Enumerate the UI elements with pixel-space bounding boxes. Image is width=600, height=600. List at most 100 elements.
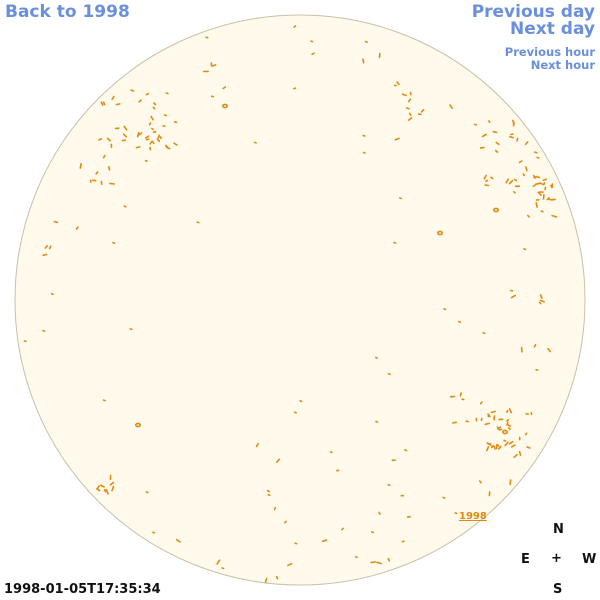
solar-feature-mark (276, 458, 281, 463)
solar-feature-mark (507, 427, 511, 431)
solar-feature-mark (266, 489, 271, 493)
solar-feature-mark (535, 202, 538, 208)
solar-feature-mark (533, 343, 537, 348)
solar-feature-mark (490, 444, 495, 449)
solar-feature-mark (484, 422, 490, 426)
solar-feature-mark (275, 575, 279, 580)
solar-feature-mark (130, 89, 135, 92)
solar-feature-mark (542, 178, 547, 181)
solar-feature-mark (96, 485, 100, 490)
solar-feature-mark (255, 443, 259, 448)
next-day-link[interactable]: Next day (510, 19, 595, 39)
solar-features (23, 25, 558, 583)
solar-feature-mark (149, 140, 153, 145)
solar-feature-mark (442, 496, 446, 499)
solar-feature-mark (510, 294, 517, 299)
solar-feature-mark (508, 179, 514, 185)
solar-feature-mark (123, 125, 128, 131)
solar-feature-mark (75, 226, 79, 230)
solar-feature-mark (159, 136, 162, 140)
solar-feature-mark (148, 122, 152, 126)
solar-feature-mark (211, 64, 217, 67)
solar-feature-mark (322, 539, 328, 542)
solar-feature-mark (23, 340, 27, 343)
previous-hour-link[interactable]: Previous hour (504, 45, 595, 59)
sun-disk-icon (14, 14, 586, 586)
solar-feature-mark (508, 440, 514, 445)
solar-feature-mark (547, 347, 552, 353)
solar-feature-mark (144, 135, 150, 139)
back-to-year-link[interactable]: Back to 1998 (5, 2, 130, 22)
solar-feature-mark (493, 445, 496, 450)
solar-feature-mark (100, 180, 103, 185)
solar-feature-mark (404, 449, 408, 452)
solar-feature-mark (294, 542, 298, 545)
solar-feature-mark (152, 531, 156, 534)
solar-feature-mark (526, 446, 531, 449)
solar-feature-mark (95, 171, 99, 175)
solar-feature-mark (505, 178, 509, 184)
solar-feature-mark (506, 421, 509, 426)
solar-feature-mark (408, 112, 412, 116)
solar-feature-mark (498, 428, 503, 431)
solar-feature-mark (341, 527, 344, 531)
solar-feature-mark (492, 130, 498, 134)
solar-feature-mark (539, 182, 544, 185)
solar-feature-mark (498, 426, 502, 429)
solar-feature-mark (151, 140, 155, 145)
solar-feature-mark (454, 512, 458, 515)
solar-feature-mark (539, 294, 543, 300)
solar-feature-mark (490, 176, 494, 180)
solar-feature-mark (490, 410, 496, 414)
solar-feature-mark (494, 149, 499, 153)
solar-feature-mark (156, 138, 161, 143)
previous-day-link[interactable]: Previous day (471, 2, 595, 22)
solar-feature-mark (513, 191, 516, 194)
solar-feature-mark (102, 101, 106, 106)
solar-feature-mark (287, 562, 293, 567)
solar-feature-mark (534, 182, 541, 186)
solar-feature-mark (513, 453, 518, 458)
solar-feature-mark (394, 137, 400, 141)
solar-feature-mark (109, 182, 115, 185)
compass-south-label: S (553, 582, 563, 597)
solar-feature-mark (478, 480, 482, 484)
solar-feature-mark (102, 399, 106, 402)
compass-east-label: E (521, 552, 530, 567)
solar-feature-mark (92, 179, 97, 182)
solar-feature-mark (527, 214, 530, 218)
solar-feature-mark (543, 182, 546, 186)
solar-feature-mark (481, 133, 487, 138)
solar-feature-mark (102, 154, 106, 159)
solar-feature-mark (401, 93, 407, 97)
solar-feature-mark (216, 559, 221, 565)
solar-feature-mark (135, 146, 141, 149)
solar-feature-mark (293, 25, 297, 28)
solar-feature-mark (99, 484, 105, 488)
solar-feature-mark (44, 245, 48, 249)
solar-feature-mark (479, 401, 483, 405)
solar-feature-mark (150, 115, 154, 121)
solar-feature-mark (374, 356, 378, 359)
solar-feature-mark (123, 205, 127, 208)
solar-feature-mark (284, 520, 287, 524)
solar-feature-mark (540, 210, 544, 213)
solar-feature-mark (79, 163, 82, 169)
solar-feature-mark (138, 99, 142, 103)
solar-feature-mark (503, 439, 507, 442)
solar-feature-mark (310, 40, 314, 43)
solar-feature-mark (537, 191, 542, 196)
next-hour-link[interactable]: Next hour (530, 58, 595, 72)
solar-feature-mark (420, 109, 425, 113)
solar-feature-mark (387, 483, 391, 486)
solar-feature-mark (533, 151, 538, 154)
solar-feature-mark (535, 368, 539, 371)
solar-feature-mark (173, 142, 178, 146)
solar-feature-mark (362, 151, 366, 154)
solar-feature-mark (103, 488, 107, 493)
solar-feature-loop (501, 429, 508, 435)
solar-feature-mark (211, 95, 215, 98)
solar-feature-mark (253, 141, 257, 144)
year-label[interactable]: 1998 (459, 511, 487, 522)
